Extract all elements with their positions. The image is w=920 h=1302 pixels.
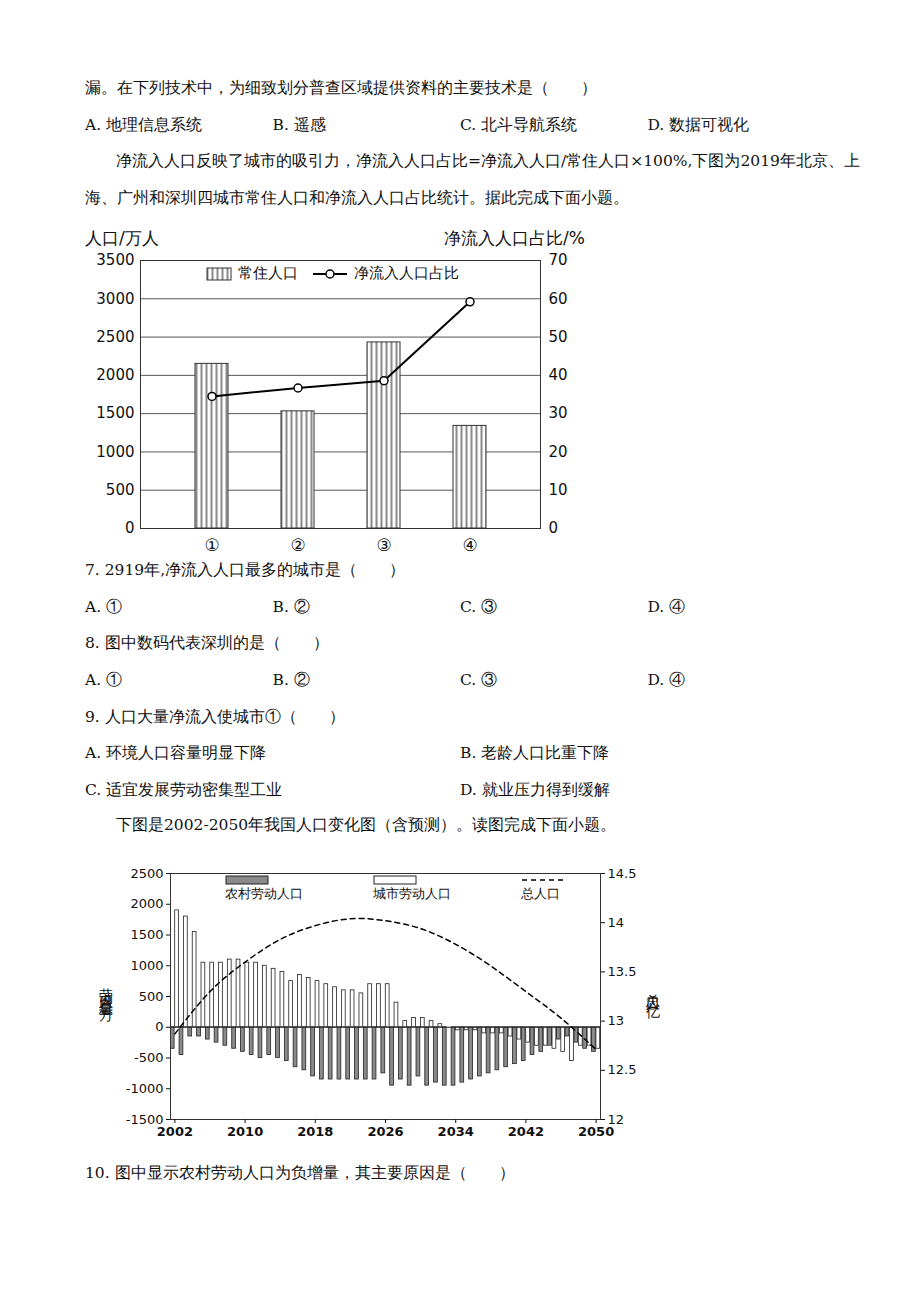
html-text:A. 环境人口容量明显下降: A. 环境人口容量明显下降 (85, 744, 267, 763)
svg-text:2500: 2500 (130, 866, 163, 881)
html-text:漏。在下列技术中，为细致划分普查区域提供资料的主要技术是（: 漏。在下列技术中，为细致划分普查区域提供资料的主要技术是（ ） (85, 79, 597, 97)
html-text:B. 遥感: B. 遥感 (272, 115, 326, 134)
svg-text:2050: 2050 (578, 1124, 614, 1139)
svg-text:2010: 2010 (227, 1124, 263, 1139)
svg-text:2000: 2000 (130, 896, 163, 911)
svg-text:500: 500 (139, 989, 164, 1004)
svg-text:④: ④ (462, 535, 477, 555)
html-text:A. 地理信息系统: A. 地理信息系统 (85, 115, 203, 134)
svg-text:13: 13 (608, 1013, 625, 1028)
svg-text:①: ① (204, 535, 219, 555)
svg-text:12: 12 (607, 1111, 624, 1127)
svg-text:③: ③ (376, 535, 391, 555)
html-text:C. ③: C. ③ (460, 597, 498, 616)
svg-text:-500: -500 (134, 1050, 164, 1065)
svg-text:-1000: -1000 (126, 1081, 164, 1096)
svg-text:1000: 1000 (96, 443, 134, 461)
svg-text:70: 70 (549, 251, 568, 269)
svg-text:2002: 2002 (157, 1124, 193, 1139)
svg-text:2000: 2000 (96, 366, 134, 384)
svg-text:0: 0 (549, 519, 559, 537)
html-text:C. ③: C. ③ (460, 671, 498, 690)
svg-text:1500: 1500 (130, 927, 163, 942)
html-text:D. ④: D. ④ (647, 671, 686, 690)
html-text:C. 适宜发展劳动密集型工业: C. 适宜发展劳动密集型工业 (85, 781, 283, 800)
html-text:总人口（亿）: 总人口（亿） (645, 981, 661, 1000)
svg-text:20: 20 (549, 443, 568, 461)
svg-text:2018: 2018 (297, 1124, 333, 1139)
html-text:A. ①: A. ① (85, 597, 123, 616)
svg-text:50: 50 (549, 328, 568, 346)
svg-text:1000: 1000 (130, 958, 163, 973)
html-text:净流入人口占比: 净流入人口占比 (354, 264, 459, 282)
html-text:B. 老龄人口比重下降: B. 老龄人口比重下降 (460, 744, 610, 763)
svg-text:2500: 2500 (96, 328, 134, 346)
html-text:农村劳动人口: 农村劳动人口 (225, 886, 303, 901)
svg-text:40: 40 (549, 366, 568, 384)
html-text:C. 北斗导航系统: C. 北斗导航系统 (460, 115, 578, 134)
svg-text:3500: 3500 (96, 251, 134, 269)
svg-text:0: 0 (125, 519, 135, 537)
svg-text:10: 10 (549, 481, 568, 499)
svg-text:0: 0 (155, 1019, 163, 1034)
svg-text:3000: 3000 (96, 290, 134, 308)
html-text:D. 数据可视化: D. 数据可视化 (647, 115, 750, 134)
svg-text:500: 500 (106, 481, 135, 499)
svg-text:14: 14 (608, 915, 625, 930)
html-text:下图是2002-2050年我国人口变化图（含预测）。读图完成: 下图是2002-2050年我国人口变化图（含预测）。读图完成下面小题。 (116, 816, 617, 834)
svg-text:30: 30 (549, 404, 568, 422)
svg-text:2042: 2042 (508, 1124, 544, 1139)
html-text:净流入人口反映了城市的吸引力，净流入人口占比=净流入人口/常: 净流入人口反映了城市的吸引力，净流入人口占比=净流入人口/常住人口×100%,下… (85, 152, 860, 207)
html-text:B. ②: B. ② (272, 597, 310, 616)
html-text:7. 2919年,净流入人口最多的城市是（ ）: 7. 2919年,净流入人口最多的城市是（ ） (85, 561, 406, 579)
svg-text:12.5: 12.5 (608, 1062, 637, 1077)
svg-text:②: ② (290, 535, 305, 555)
html-text:人口/万人: 人口/万人 (85, 228, 159, 248)
html-text:A. ①: A. ① (85, 671, 123, 690)
html-text:劳动人口总量（万）: 劳动人口总量（万） (98, 977, 114, 1004)
svg-text:14.5: 14.5 (608, 866, 637, 881)
html-text:总人口: 总人口 (521, 886, 560, 901)
html-text:B. ②: B. ② (272, 671, 310, 690)
svg-text:-1500: -1500 (125, 1111, 164, 1127)
svg-text:13.5: 13.5 (608, 964, 637, 979)
html-text:净流入人口占比/%: 净流入人口占比/% (444, 228, 585, 248)
svg-text:2034: 2034 (438, 1124, 474, 1139)
html-text:D. 就业压力得到缓解: D. 就业压力得到缓解 (460, 781, 610, 800)
html-text:D. ④: D. ④ (647, 597, 686, 616)
html-text:9. 人口大量净流入使城市①（ ）: 9. 人口大量净流入使城市①（ ） (85, 707, 345, 726)
html-text:8. 图中数码代表深圳的是（ ）: 8. 图中数码代表深圳的是（ ） (85, 634, 329, 653)
html-text:常住人口: 常住人口 (238, 264, 298, 282)
svg-text:1500: 1500 (96, 404, 134, 422)
svg-text:2026: 2026 (367, 1124, 403, 1139)
html-text:10. 图中显示农村劳动人口为负增量，其主要原因是（ ）: 10. 图中显示农村劳动人口为负增量，其主要原因是（ ） (85, 1164, 515, 1182)
html-text:城市劳动人口: 城市劳动人口 (373, 886, 451, 901)
svg-text:60: 60 (549, 290, 568, 308)
